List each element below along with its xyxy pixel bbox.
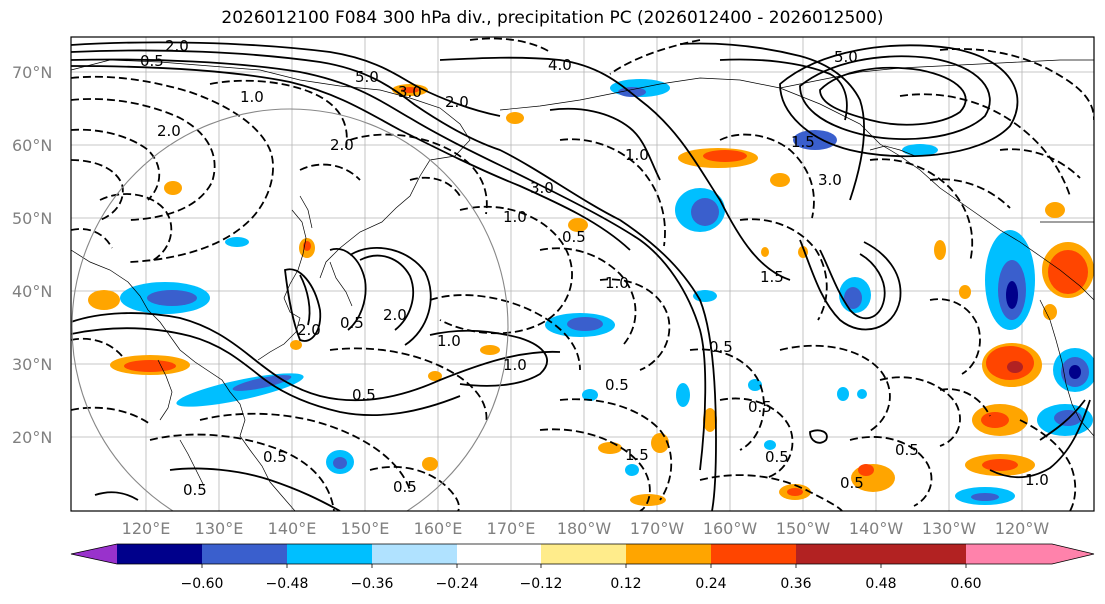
colorbar-segment bbox=[457, 544, 541, 564]
colorbar-tick: −0.24 bbox=[436, 576, 479, 592]
contour-label: 0.5 bbox=[263, 448, 287, 466]
latitude-labels: 70°N 60°N 50°N 40°N 30°N 20°N bbox=[12, 63, 52, 447]
colorbar-tick: −0.48 bbox=[266, 576, 309, 592]
lon-label: 150°W bbox=[776, 519, 831, 538]
map-title: 2026012100 F084 300 hPa div., precipitat… bbox=[221, 8, 884, 28]
colorbar-segment bbox=[287, 544, 372, 564]
map-area bbox=[71, 37, 1094, 511]
lat-label: 70°N bbox=[12, 63, 52, 82]
contour-label: 0.5 bbox=[895, 441, 919, 459]
colorbar-segment bbox=[796, 544, 881, 564]
colorbar-tick: −0.36 bbox=[351, 576, 394, 592]
contour-label: 0.5 bbox=[340, 314, 364, 332]
contour-label: 0.5 bbox=[605, 376, 629, 394]
contour-label: 0.5 bbox=[140, 52, 164, 70]
contour-label: 0.5 bbox=[562, 228, 586, 246]
lon-label: 180°W bbox=[557, 519, 612, 538]
contour-label: 1.0 bbox=[1025, 471, 1049, 489]
colorbar-segment bbox=[202, 544, 287, 564]
colorbar-tick: 0.24 bbox=[695, 576, 726, 592]
lon-label: 130°W bbox=[922, 519, 977, 538]
lon-label: 170°E bbox=[487, 519, 536, 538]
contour-label: 2.0 bbox=[383, 306, 407, 324]
contour-label: 0.5 bbox=[765, 448, 789, 466]
lon-label: 120°W bbox=[995, 519, 1050, 538]
lat-label: 20°N bbox=[12, 428, 52, 447]
longitude-labels: 120°E 130°E 140°E 150°E 160°E 170°E 180°… bbox=[122, 519, 1050, 538]
positive-divergence-contours bbox=[71, 41, 1091, 511]
contour-label: 2.0 bbox=[445, 93, 469, 111]
lat-label: 30°N bbox=[12, 355, 52, 374]
colorbar-segment bbox=[117, 544, 202, 564]
contour-label: 2.0 bbox=[157, 122, 181, 140]
colorbar-extend-low bbox=[71, 544, 117, 564]
lon-label: 160°W bbox=[703, 519, 758, 538]
map-frame bbox=[70, 36, 1095, 512]
contour-label: 1.0 bbox=[625, 146, 649, 164]
colorbar-segment bbox=[372, 544, 457, 564]
contour-label: 1.5 bbox=[760, 268, 784, 286]
contour-label: 4.0 bbox=[548, 56, 572, 74]
contour-label: 2.0 bbox=[330, 136, 354, 154]
contour-label: 1.0 bbox=[503, 208, 527, 226]
contour-labels: 2.0 5.0 1.0 0.5 3.0 2.0 4.0 5.0 1.5 3.0 … bbox=[140, 37, 1049, 499]
lat-label: 60°N bbox=[12, 136, 52, 155]
contour-label: 3.0 bbox=[530, 179, 554, 197]
contour-label: 2.0 bbox=[297, 321, 321, 339]
contour-label: 2.0 bbox=[165, 37, 189, 55]
contour-label: 5.0 bbox=[834, 48, 858, 66]
contour-label: 5.0 bbox=[355, 68, 379, 86]
contour-label: 3.0 bbox=[818, 171, 842, 189]
negative-divergence-contours bbox=[71, 37, 1094, 511]
lon-label: 130°E bbox=[195, 519, 244, 538]
colorbar-ticks: −0.60 −0.48 −0.36 −0.24 −0.12 0.12 0.24 … bbox=[181, 576, 982, 592]
contour-label: 0.5 bbox=[393, 478, 417, 496]
contour-label: 1.0 bbox=[503, 356, 527, 374]
colorbar-tick: 0.48 bbox=[865, 576, 896, 592]
contour-label: 1.5 bbox=[625, 446, 649, 464]
contour-label: 0.5 bbox=[748, 398, 772, 416]
contour-label: 1.5 bbox=[791, 133, 815, 151]
colorbar-tick: 0.60 bbox=[950, 576, 981, 592]
lon-label: 170°W bbox=[630, 519, 685, 538]
contour-label: 0.5 bbox=[709, 338, 733, 356]
contour-label: 0.5 bbox=[352, 386, 376, 404]
colorbar-tick: −0.12 bbox=[520, 576, 563, 592]
lat-label: 50°N bbox=[12, 209, 52, 228]
lon-label: 150°E bbox=[341, 519, 390, 538]
contour-label: 0.5 bbox=[840, 474, 864, 492]
lon-label: 140°W bbox=[849, 519, 904, 538]
graticule bbox=[71, 37, 1094, 511]
contour-label: 3.0 bbox=[398, 83, 422, 101]
contour-label: 1.0 bbox=[240, 88, 264, 106]
radius-ring bbox=[71, 108, 509, 511]
lat-label: 40°N bbox=[12, 282, 52, 301]
colorbar-segment bbox=[626, 544, 711, 564]
lon-label: 120°E bbox=[122, 519, 171, 538]
colorbar-tick: 0.12 bbox=[610, 576, 641, 592]
contour-label: 1.0 bbox=[605, 274, 629, 292]
precip-anomaly-patches bbox=[88, 79, 1094, 506]
colorbar-tick: −0.60 bbox=[181, 576, 224, 592]
colorbar-segment bbox=[881, 544, 966, 564]
colorbar-segment bbox=[711, 544, 796, 564]
contour-label: 1.0 bbox=[437, 332, 461, 350]
coastlines bbox=[71, 59, 1094, 511]
colorbar-tick: 0.36 bbox=[780, 576, 811, 592]
colorbar-segment bbox=[541, 544, 626, 564]
colorbar: −0.60 −0.48 −0.36 −0.24 −0.12 0.12 0.24 … bbox=[70, 543, 1095, 592]
lon-label: 160°E bbox=[414, 519, 463, 538]
lon-label: 140°E bbox=[268, 519, 317, 538]
contour-label: 0.5 bbox=[183, 481, 207, 499]
